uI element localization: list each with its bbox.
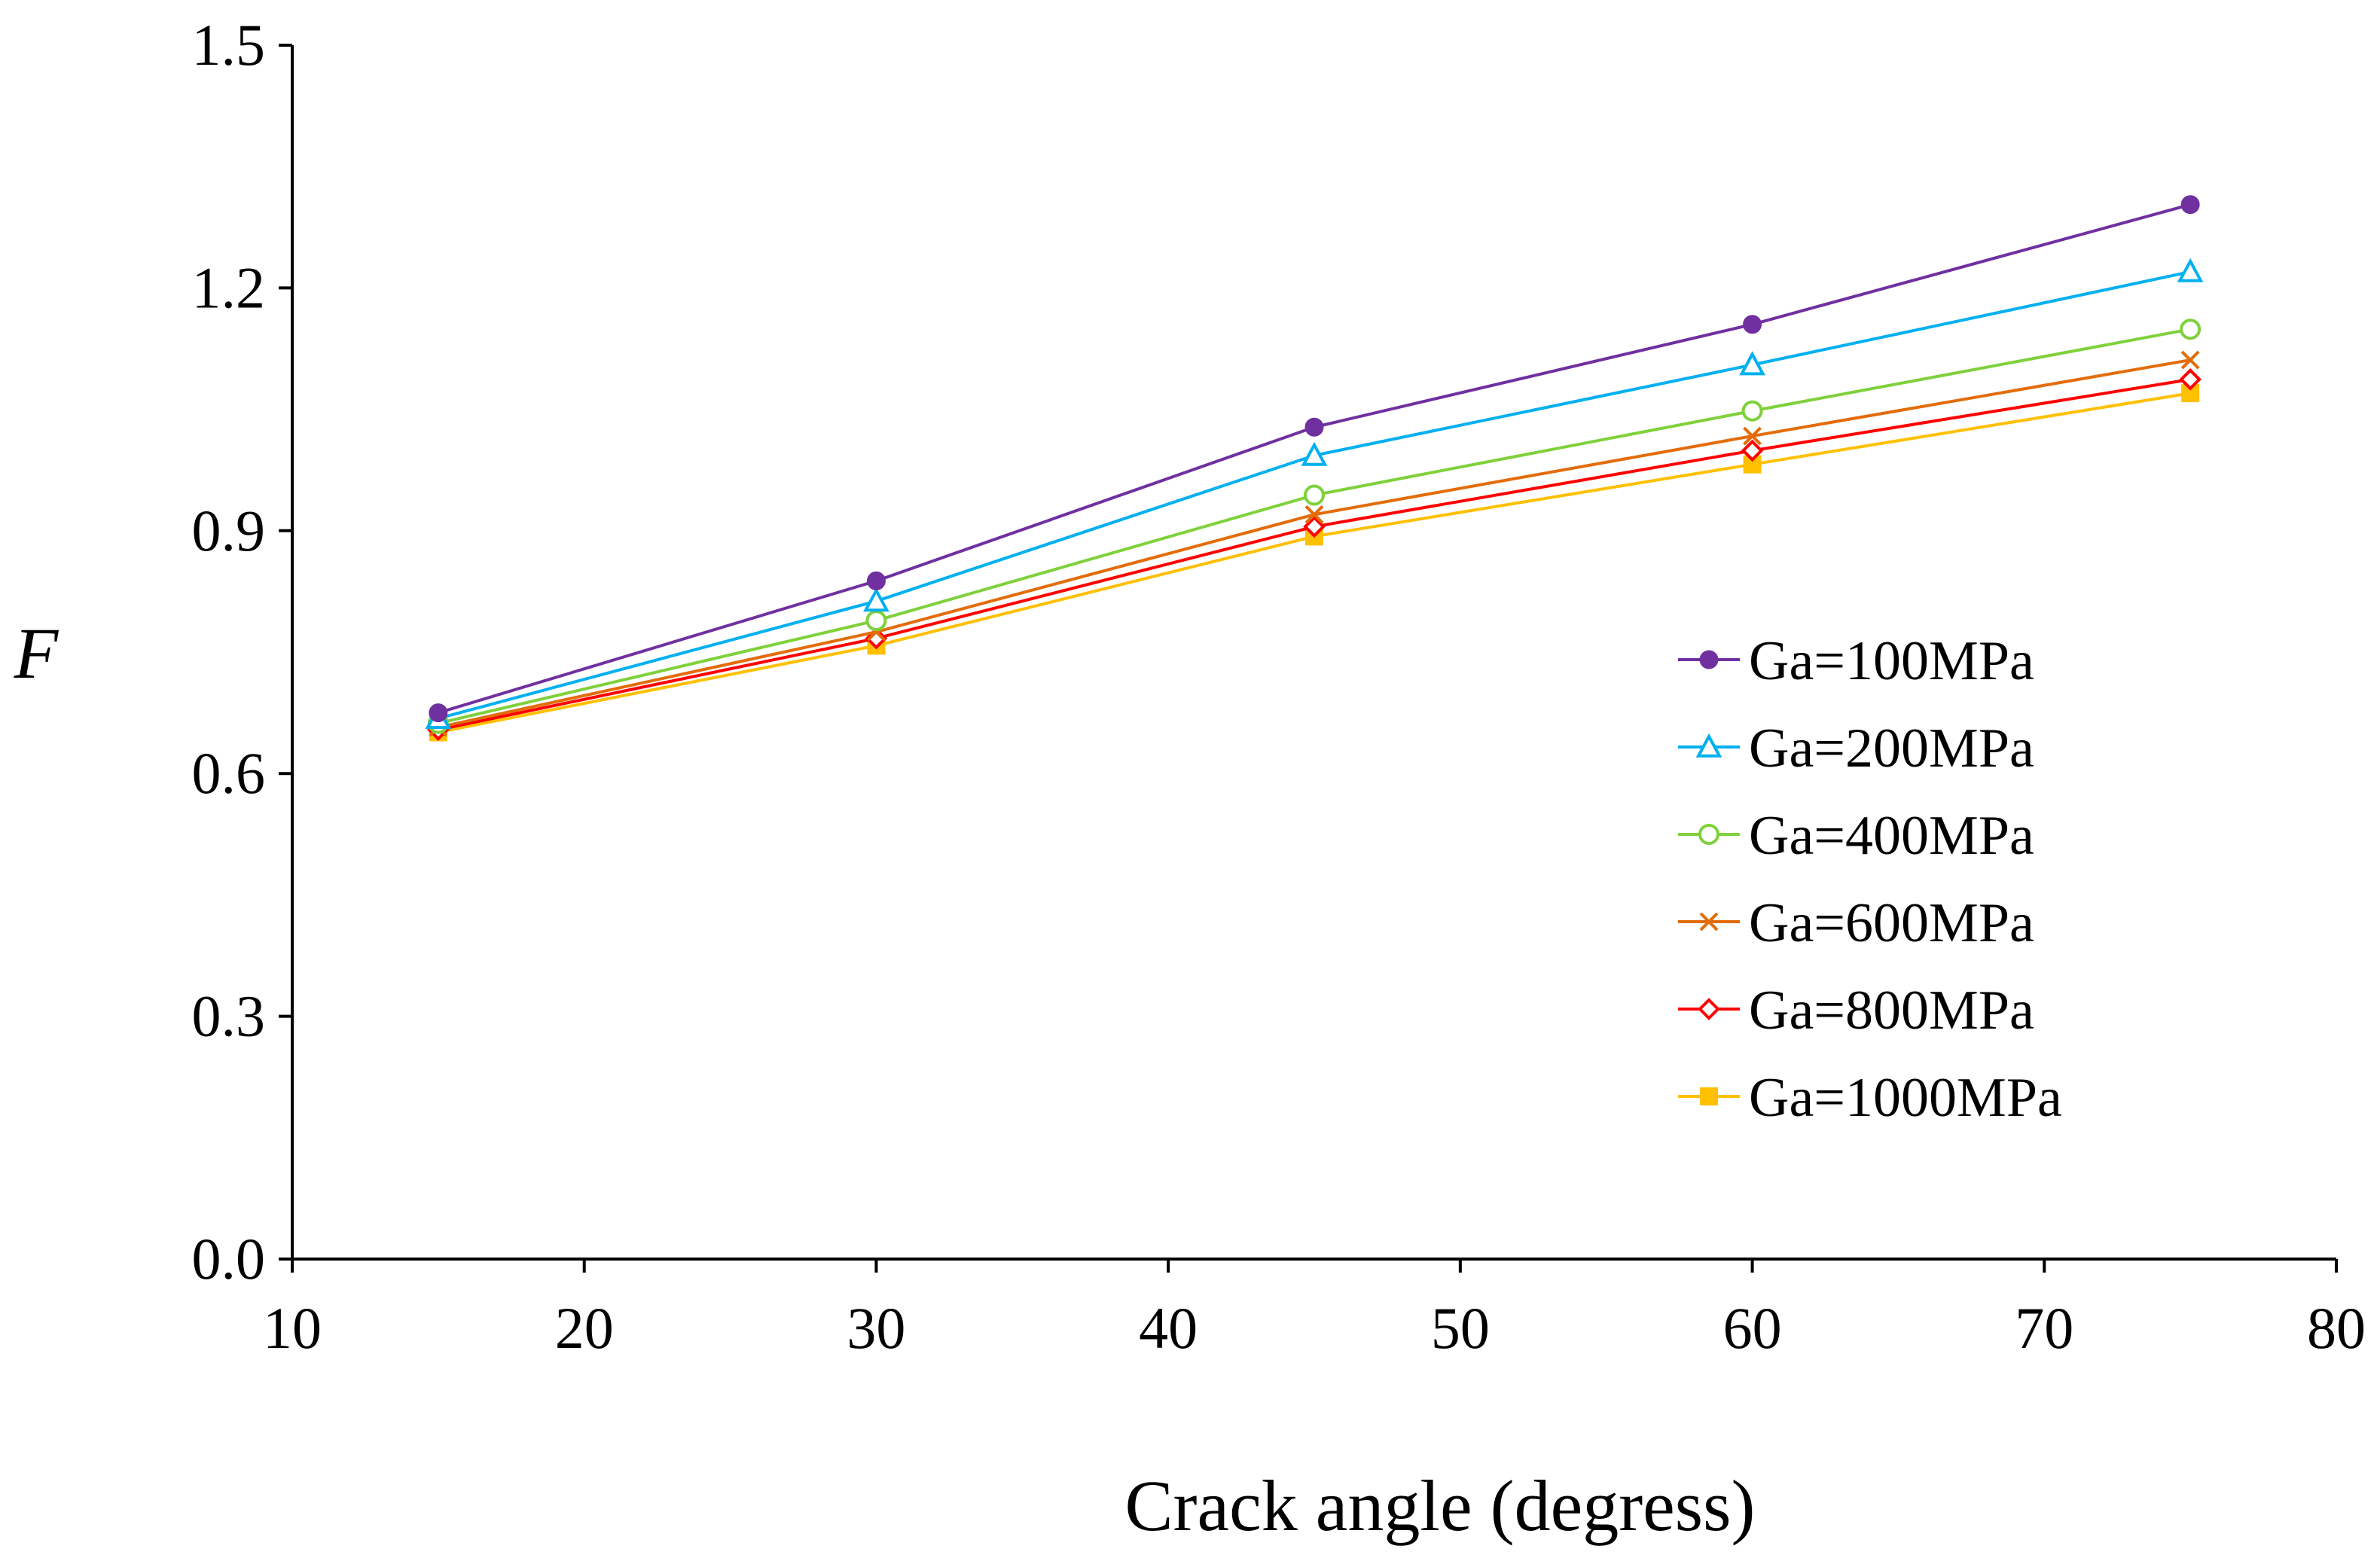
- data-point: [1743, 426, 1762, 446]
- y-tick-label: 0.0: [192, 1226, 266, 1291]
- x-tick-label: 50: [1431, 1295, 1490, 1361]
- data-point: [865, 610, 887, 632]
- data-point: [1301, 441, 1328, 466]
- legend-label: Ga=1000MPa: [1749, 1067, 2062, 1129]
- x-tick-label: 30: [847, 1295, 905, 1361]
- y-tick-label: 1.5: [192, 12, 266, 78]
- legend-item: Ga=1000MPa: [1678, 1067, 2062, 1129]
- series-layer: [425, 195, 2204, 742]
- legend-marker: [1698, 998, 1720, 1020]
- data-point: [2180, 350, 2200, 370]
- legend-item: Ga=400MPa: [1678, 805, 2034, 867]
- y-tick-label: 0.9: [192, 498, 266, 563]
- data-point: [1741, 400, 1763, 422]
- data-point: [863, 587, 889, 612]
- y-tick-label: 0.3: [192, 983, 266, 1049]
- legend-label: Ga=600MPa: [1749, 892, 2034, 954]
- legend-marker: [1698, 824, 1719, 845]
- series-1: [429, 195, 2200, 723]
- data-point: [1304, 505, 1324, 524]
- y-tick-label: 0.6: [192, 740, 266, 806]
- legend-item: Ga=800MPa: [1678, 980, 2034, 1041]
- legend-label: Ga=200MPa: [1749, 718, 2034, 779]
- legend: Ga=100MPa Ga=200MPa Ga=400MPa Ga=600MPa Ga=8…: [1678, 630, 2062, 1129]
- x-tick-label: 60: [1723, 1295, 1782, 1361]
- data-point: [1739, 351, 1765, 376]
- data-point: [2177, 258, 2204, 282]
- legend-marker: [1699, 650, 1719, 669]
- legend-marker: [1700, 1087, 1718, 1105]
- data-point: [1304, 417, 1324, 437]
- y-axis-title: F: [14, 613, 60, 694]
- legend-item: Ga=100MPa: [1678, 630, 2034, 692]
- ticks: 0.0 0.3 0.6 0.9 1.2 1.5 10 20 30 40 50 60 70 80: [192, 12, 2366, 1361]
- data-point: [2180, 319, 2202, 340]
- data-point: [1743, 315, 1762, 334]
- data-point: [866, 571, 886, 590]
- axes: [291, 45, 2336, 1261]
- x-tick-label: 70: [2015, 1295, 2073, 1361]
- x-tick-label: 80: [2307, 1295, 2366, 1361]
- legend-label: Ga=800MPa: [1749, 980, 2034, 1041]
- x-tick-label: 10: [263, 1295, 322, 1361]
- data-point: [429, 703, 448, 723]
- data-point: [2179, 368, 2202, 391]
- legend-marker: [1695, 733, 1722, 758]
- legend-label: Ga=400MPa: [1749, 805, 2034, 867]
- legend-item: Ga=600MPa: [1678, 892, 2034, 954]
- data-point: [1303, 515, 1326, 538]
- x-tick-label: 40: [1139, 1295, 1198, 1361]
- x-axis-title: Crack angle (degress): [1125, 1465, 1756, 1546]
- legend-label: Ga=100MPa: [1749, 630, 2034, 692]
- x-tick-label: 20: [555, 1295, 614, 1361]
- legend-item: Ga=200MPa: [1678, 718, 2034, 779]
- data-point: [1741, 439, 1764, 462]
- data-point: [2180, 195, 2200, 215]
- data-point: [1304, 484, 1325, 506]
- y-tick-label: 1.2: [192, 255, 266, 320]
- legend-marker: [1699, 912, 1719, 931]
